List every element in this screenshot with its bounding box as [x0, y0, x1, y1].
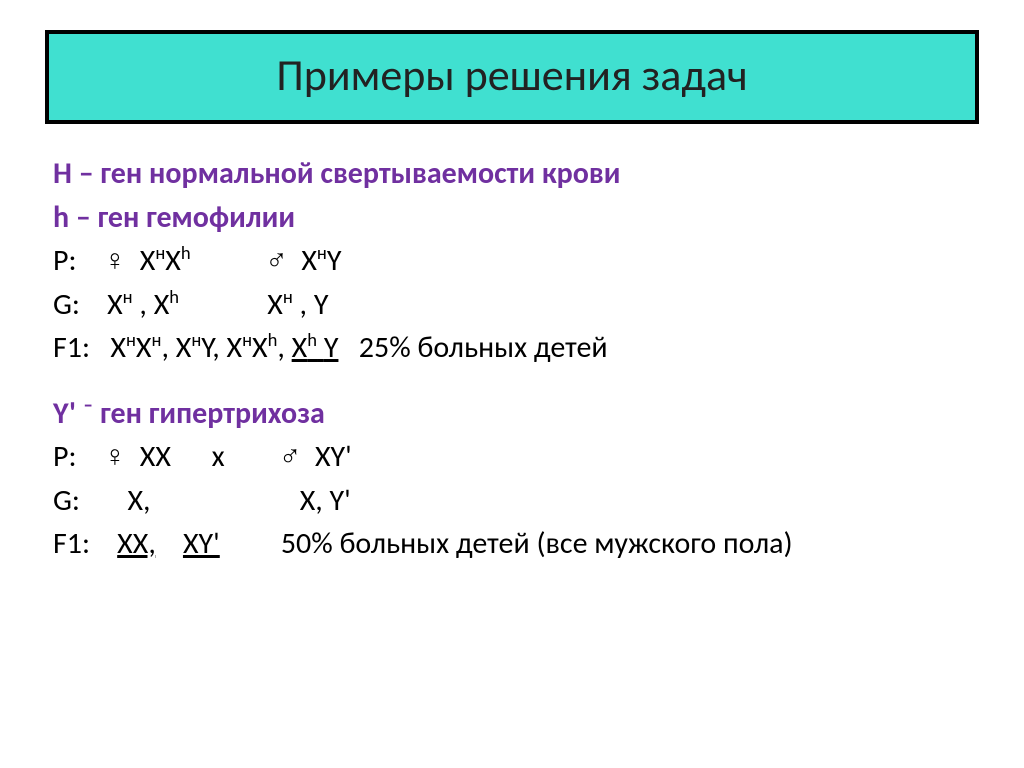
legend-h: h – ген гемофилии [53, 196, 979, 240]
P-female: XнXh [140, 242, 198, 279]
cross-symbol: x [212, 438, 225, 475]
F1-geno-1: XнXн [110, 329, 161, 366]
content-area: H – ген нормальной свертываемости крови … [45, 152, 979, 566]
F1-geno-2: XнY [176, 329, 212, 366]
G-label: G: [53, 482, 80, 519]
male-icon: ♂ [265, 244, 288, 277]
b2-P-line: P: ♀ XX x ♂ XY' [53, 435, 979, 479]
P-label: P: [53, 438, 77, 475]
G-female: Xн , Xh [107, 286, 186, 323]
G-male: Xн , Y [267, 286, 328, 323]
F1-geno-4: Xh Y [292, 329, 339, 366]
page-title: Примеры решения задач [69, 48, 955, 102]
G-male-b2: X, Y' [300, 482, 351, 519]
F1-geno-3: XнXh [226, 329, 277, 366]
P-female-b2: XX [140, 438, 171, 475]
b1-G-line: G: Xн , Xh Xн , Y [53, 283, 979, 327]
male-icon: ♂ [279, 440, 302, 473]
title-box: Примеры решения задач [45, 30, 979, 124]
F1-label: F1: [53, 525, 90, 562]
b1-F1-line: F1: XнXн, XнY, XнXh, Xh Y 25% больных де… [53, 326, 979, 370]
P-male-b2: XY' [315, 438, 352, 475]
G-label: G: [53, 286, 80, 323]
female-icon: ♀ [104, 440, 127, 473]
F1-label: F1: [53, 329, 90, 366]
female-icon: ♀ [104, 244, 127, 277]
F1-a: XX, [117, 525, 156, 562]
G-female-b2: X, [127, 482, 150, 519]
F1-tail-b2: 50% больных детей (все мужского пола) [281, 525, 793, 562]
b2-F1-line: F1: XX, XY' 50% больных детей (все мужск… [53, 522, 979, 566]
b1-P-line: P: ♀ XнXh ♂ XнY [53, 239, 979, 283]
legend-Yprime: Y' ⁻ ген гипертрихоза [53, 392, 979, 436]
b2-G-line: G: X, X, Y' [53, 479, 979, 523]
F1-tail: 25% больных детей [359, 329, 608, 366]
P-male: XнY [301, 242, 341, 279]
F1-b: XY' [183, 525, 220, 562]
P-label: P: [53, 242, 77, 279]
legend-H: H – ген нормальной свертываемости крови [53, 152, 979, 196]
